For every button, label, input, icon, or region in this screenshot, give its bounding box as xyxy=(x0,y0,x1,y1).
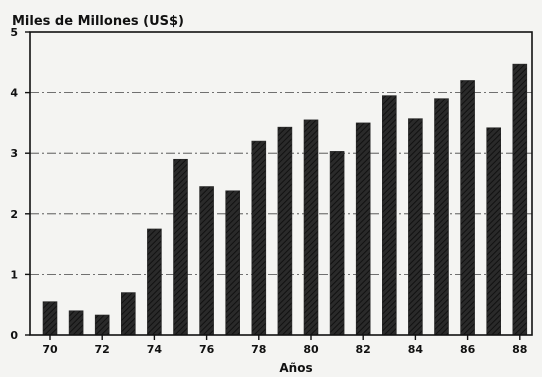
x-axis-label: Años xyxy=(279,361,312,375)
y-tick-label: 2 xyxy=(10,208,18,221)
x-tick-label: 76 xyxy=(199,343,215,356)
axes xyxy=(25,31,533,340)
bar xyxy=(434,98,449,336)
bar xyxy=(121,292,136,336)
x-tick-label: 84 xyxy=(408,343,424,356)
y-tick-label: 1 xyxy=(10,268,18,281)
bar xyxy=(408,118,423,336)
y-tick-labels: 0 1 2 3 4 5 xyxy=(10,26,18,342)
x-tick-label: 80 xyxy=(303,343,319,356)
bar xyxy=(329,151,345,336)
bar xyxy=(94,314,110,336)
bar xyxy=(277,126,293,336)
x-tick-label: 70 xyxy=(42,343,58,356)
bar xyxy=(460,80,475,336)
y-tick-label: 0 xyxy=(10,329,18,342)
x-tick-label: 72 xyxy=(95,343,110,356)
bar xyxy=(251,140,267,336)
bar xyxy=(173,158,188,336)
bar xyxy=(42,301,58,336)
bars xyxy=(42,63,528,336)
y-tick-label: 5 xyxy=(10,26,18,39)
bar xyxy=(147,228,162,336)
bar xyxy=(225,190,240,336)
x-tick-label: 82 xyxy=(356,343,371,356)
bar xyxy=(199,186,214,336)
y-axis-label: Miles de Millones (US$) xyxy=(12,14,184,29)
bar xyxy=(303,119,319,336)
x-tick-label: 78 xyxy=(251,343,266,356)
bar xyxy=(68,310,84,336)
x-tick-label: 88 xyxy=(512,343,527,356)
y-tick-label: 4 xyxy=(10,87,18,100)
bar xyxy=(486,127,502,336)
x-tick-labels: 70 72 74 76 78 80 82 84 86 88 xyxy=(42,343,527,356)
bar xyxy=(512,63,528,336)
x-tick-label: 86 xyxy=(460,343,476,356)
y-tick-label: 3 xyxy=(10,147,18,160)
x-tick-label: 74 xyxy=(147,343,163,356)
plot-frame xyxy=(29,31,533,336)
bar xyxy=(381,95,397,336)
bar xyxy=(355,122,371,336)
